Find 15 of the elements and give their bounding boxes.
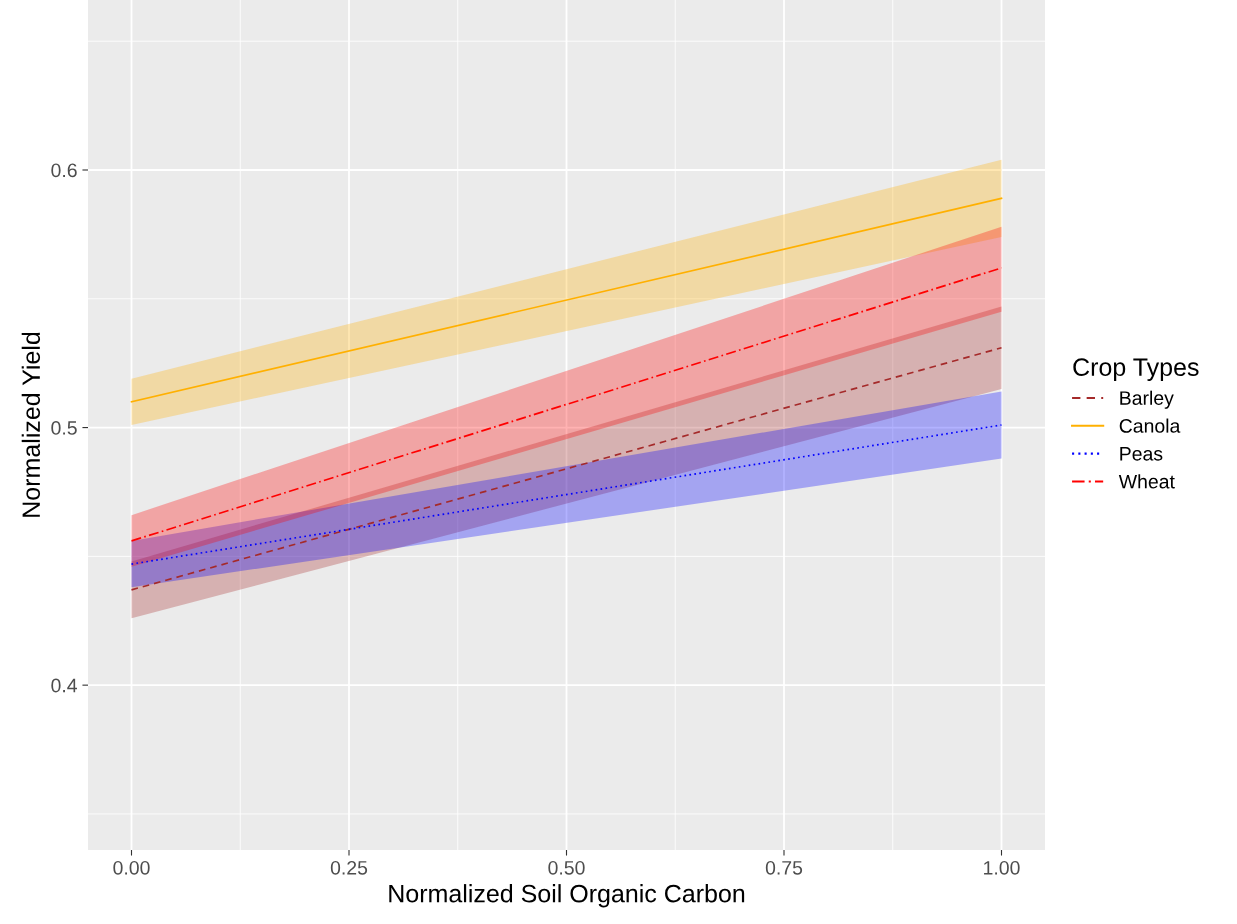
legend-label: Peas — [1120, 447, 1163, 461]
x-tick-label: 0.50 — [548, 860, 585, 875]
legend-label: Barley — [1120, 390, 1174, 409]
y-axis-title: Normalized Yield — [21, 332, 41, 517]
y-tick-label: 0.4 — [51, 678, 78, 693]
x-tick-label: 1.00 — [984, 860, 1020, 875]
legend-label: Canola — [1119, 418, 1181, 433]
x-axis-title: Normalized Soil Organic Carbon — [389, 884, 745, 908]
legend-title: Crop Types — [1073, 358, 1199, 381]
legend-label: Wheat — [1118, 474, 1175, 489]
x-tick-label: 0.00 — [113, 860, 150, 875]
y-tick-label: 0.5 — [51, 421, 77, 435]
x-tick-label: 0.25 — [330, 860, 368, 875]
x-tick-label: 0.75 — [765, 860, 803, 875]
y-tick-label: 0.6 — [51, 163, 77, 178]
